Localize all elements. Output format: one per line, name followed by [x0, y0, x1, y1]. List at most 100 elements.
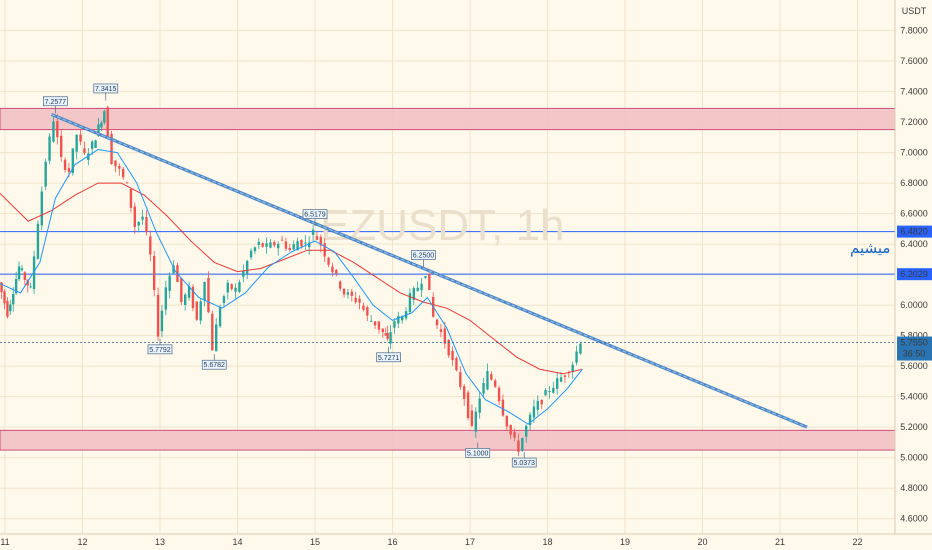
price-label-text: 5.6782: [204, 362, 226, 369]
candle-body: [23, 272, 27, 280]
candle-body: [532, 406, 536, 418]
candle-body: [366, 307, 369, 316]
level-tag-box: [897, 268, 932, 281]
y-tick-label: 7.8000: [900, 26, 928, 36]
candle-body: [288, 247, 292, 251]
price-label-box: [93, 83, 119, 94]
candle-body: [97, 124, 100, 136]
candle-body: [207, 278, 210, 313]
candle-body: [513, 431, 516, 438]
candle-body: [26, 279, 29, 286]
price-label-box: [201, 359, 227, 370]
level-tag-label: 6.4820: [900, 227, 928, 237]
candle-body: [121, 168, 125, 178]
y-tick-label: 7.2000: [900, 117, 928, 127]
candle-body: [393, 321, 396, 328]
candle-body: [384, 333, 387, 336]
price-label-text: 7.3415: [95, 86, 117, 93]
supply-demand-zone: [0, 107, 896, 131]
candle-body: [497, 387, 501, 402]
y-tick-label: 5.2000: [900, 422, 928, 432]
y-tick-label: 6.0000: [900, 300, 928, 310]
candle-body: [87, 153, 90, 160]
price-label-text: 6.5179: [304, 212, 326, 219]
candle-body: [265, 243, 268, 247]
y-tick-label: 6.8000: [900, 178, 928, 188]
bar-countdown: 36:50: [903, 349, 926, 359]
level-tag-label: 6.2029: [900, 269, 928, 279]
price-label-box: [465, 448, 491, 458]
candle-body: [478, 398, 481, 413]
candle-body: [548, 391, 551, 393]
candle-body: [369, 320, 373, 322]
candle-body: [311, 229, 315, 235]
candle-body: [501, 399, 505, 416]
candle-body: [230, 284, 233, 290]
level-tag-box: [897, 225, 932, 238]
candle-body: [187, 286, 191, 298]
price-axis[interactable]: [895, 0, 932, 534]
candle-body: [133, 206, 137, 227]
candle-body: [52, 121, 55, 142]
y-tick-label: 5.8000: [900, 331, 928, 341]
candle-body: [307, 242, 311, 248]
candle-body: [129, 189, 133, 208]
time-axis[interactable]: [0, 534, 932, 550]
price-label-box: [411, 250, 436, 260]
y-tick-label: 5.0000: [900, 453, 928, 463]
price-label-box: [376, 352, 401, 363]
candle-body: [319, 236, 323, 246]
candle-body: [137, 221, 140, 226]
candle-body: [466, 392, 470, 419]
x-tick-label: 11: [0, 537, 9, 547]
price-label-box: [302, 209, 328, 219]
candle-body: [358, 298, 361, 303]
price-labels: 7.2577 7.3415 5.7792 5.6782 6.5179 5.7271 6.25…: [43, 83, 537, 468]
candle-body: [331, 266, 334, 273]
candle-body: [412, 288, 416, 300]
candle-body: [354, 297, 357, 303]
x-tick-label: 12: [77, 537, 87, 547]
candle-body: [474, 411, 478, 432]
candle-body: [253, 247, 257, 252]
trendline[interactable]: [50, 112, 808, 429]
candle-body: [218, 307, 222, 327]
candle-body: [300, 239, 303, 247]
candle-body: [482, 382, 485, 394]
candle-body: [377, 321, 381, 330]
candle-body: [214, 324, 218, 352]
y-tick-label: 4.6000: [900, 514, 928, 524]
y-tick-label: 7.4000: [900, 87, 928, 97]
candle-body: [424, 276, 427, 278]
x-tick-label: 14: [232, 537, 242, 547]
y-tick-label: 6.4000: [900, 239, 928, 249]
y-tick-label: 5.4000: [900, 392, 928, 402]
candle-body: [470, 410, 474, 426]
candle-body: [544, 389, 547, 396]
candle-body: [14, 278, 18, 294]
candle-body: [249, 250, 253, 258]
candle-body: [0, 282, 3, 293]
candle-body: [486, 371, 489, 390]
candle-body: [160, 310, 164, 332]
candle-body: [439, 329, 443, 333]
candle-body: [350, 291, 354, 296]
y-axis-ticks: 7.8000 7.6000 7.4000 7.2000 7.0000 6.8000 6.60…: [900, 26, 928, 524]
candle-body: [381, 328, 385, 333]
candle-body: [342, 288, 346, 295]
candle-body: [455, 358, 458, 371]
x-tick-label: 15: [310, 537, 320, 547]
x-tick-label: 20: [697, 537, 707, 547]
supply-demand-zone: [0, 429, 896, 451]
candle-body: [579, 343, 582, 354]
price-label-text: 6.2500: [413, 253, 435, 260]
candle-body: [536, 400, 540, 410]
y-tick-label: 5.6000: [900, 361, 928, 371]
candle-body: [12, 294, 15, 305]
candle-body: [269, 242, 272, 248]
candle-body: [242, 270, 245, 277]
candle-body: [3, 291, 6, 304]
candle-body: [335, 269, 338, 274]
candle-body: [400, 316, 404, 321]
